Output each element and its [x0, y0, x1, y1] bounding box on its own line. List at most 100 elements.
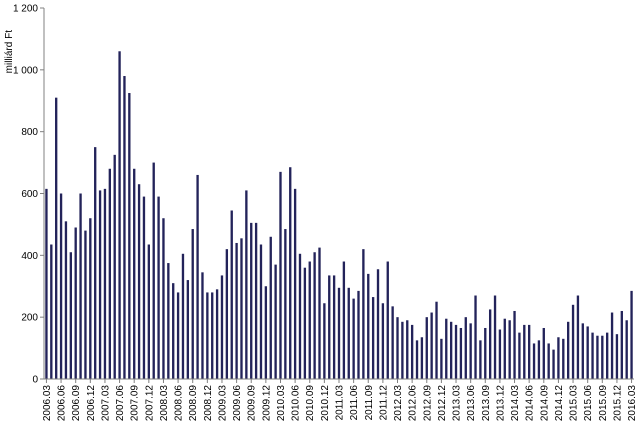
bar — [406, 320, 409, 379]
bar — [459, 327, 463, 379]
bar — [240, 238, 243, 379]
bar — [610, 312, 614, 379]
bar — [503, 318, 506, 379]
bar — [94, 147, 97, 380]
bar — [69, 252, 72, 379]
bar — [74, 227, 77, 379]
bar — [630, 290, 633, 379]
bar — [352, 298, 355, 379]
x-tick-label: 2007.03 — [100, 385, 111, 422]
x-tick-label: 2006.09 — [71, 385, 82, 422]
x-tick-label: 2014.09 — [539, 385, 550, 422]
bar — [596, 335, 599, 379]
x-tick-label: 2012.09 — [422, 385, 433, 422]
x-tick-label: 2015.03 — [569, 385, 580, 422]
x-tick-label: 2006.03 — [42, 385, 53, 422]
x-tick-label: 2010.12 — [320, 385, 331, 422]
bar — [172, 283, 175, 379]
bar — [396, 317, 399, 379]
bar — [108, 168, 111, 379]
bar — [371, 297, 375, 379]
bar — [532, 343, 536, 379]
bar — [55, 97, 58, 379]
bar — [215, 289, 219, 379]
bar — [581, 323, 584, 379]
x-tick-label: 2011.12 — [378, 385, 389, 421]
bar — [328, 275, 331, 379]
x-tick-label: 2013.12 — [495, 385, 506, 422]
bar — [167, 263, 170, 379]
bar — [557, 337, 560, 379]
bar — [323, 303, 326, 379]
bar — [186, 280, 190, 379]
bar — [479, 340, 482, 379]
bar — [376, 269, 380, 379]
bar — [469, 323, 472, 379]
x-tick-label: 2008.12 — [203, 385, 214, 422]
bar — [484, 327, 487, 379]
bar — [264, 286, 268, 379]
bar — [142, 196, 146, 379]
bar — [313, 252, 316, 379]
bar — [206, 292, 209, 379]
bar — [430, 312, 433, 379]
bar — [98, 190, 102, 379]
bar — [449, 321, 453, 379]
bar — [84, 230, 87, 379]
x-tick-label: 2013.09 — [481, 385, 492, 422]
bar — [220, 275, 224, 379]
bar — [250, 222, 253, 379]
bar — [103, 188, 107, 379]
bar — [274, 264, 277, 379]
x-tick-label: 2009.09 — [247, 385, 258, 422]
bar — [474, 295, 477, 379]
bar — [318, 247, 321, 379]
bar — [191, 229, 194, 379]
bar — [381, 303, 385, 379]
bar — [211, 292, 214, 379]
bar — [245, 190, 248, 379]
bar — [176, 292, 180, 379]
bar — [181, 253, 185, 379]
bar — [259, 244, 263, 379]
bar — [528, 324, 531, 379]
x-tick-label: 2007.06 — [115, 385, 126, 422]
x-tick-label: 2008.06 — [174, 385, 185, 422]
bar — [284, 229, 287, 379]
bar — [289, 167, 292, 379]
x-tick-label: 2012.12 — [437, 385, 448, 422]
x-axis: 2006.03 2006.06 2006.09 2006.12 2007.03 2007.… — [42, 378, 638, 422]
x-tick-label: 2014.12 — [554, 385, 565, 422]
y-tick-label: 800 — [21, 127, 38, 138]
x-tick-label: 2009.03 — [217, 385, 228, 422]
x-tick-label: 2007.12 — [144, 385, 155, 422]
bar — [513, 310, 516, 379]
bar — [415, 340, 419, 379]
bar — [235, 242, 238, 379]
bar — [137, 184, 141, 379]
bar — [230, 210, 233, 379]
x-tick-label: 2011.09 — [364, 385, 375, 421]
bar — [410, 324, 414, 379]
x-tick-label: 2015.09 — [598, 385, 609, 422]
bar — [298, 253, 302, 379]
bar — [567, 321, 570, 379]
bar — [445, 318, 448, 379]
bar — [308, 261, 311, 379]
x-tick-label: 2009.12 — [261, 385, 272, 422]
x-tick-label: 2007.09 — [130, 385, 141, 422]
bar — [196, 174, 199, 379]
bar — [440, 338, 443, 379]
x-tick-label: 2008.03 — [159, 385, 170, 422]
bar — [79, 193, 82, 379]
bar — [586, 326, 589, 379]
x-tick-label: 2011.03 — [335, 385, 346, 421]
x-tick-label: 2010.09 — [305, 385, 316, 422]
bar — [157, 196, 160, 379]
bars — [45, 51, 633, 380]
bar — [225, 249, 229, 379]
bar — [391, 306, 394, 379]
bar — [303, 267, 307, 379]
bar — [50, 244, 53, 379]
